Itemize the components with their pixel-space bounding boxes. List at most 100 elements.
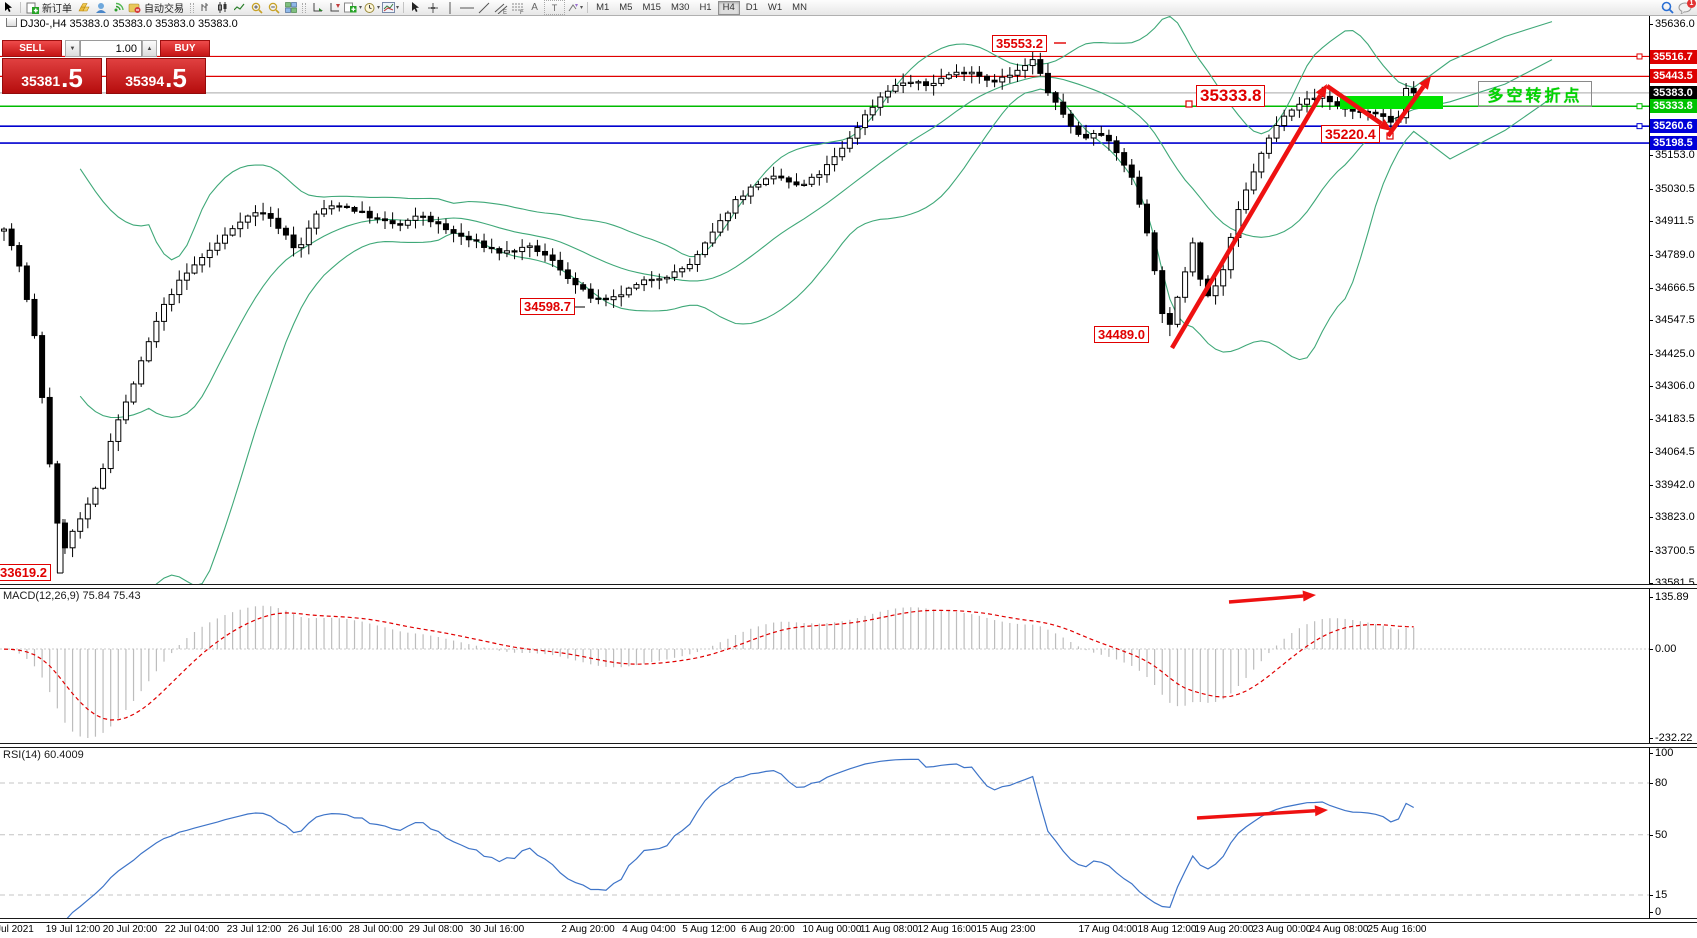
add-indicator-icon[interactable]: ▾ — [344, 1, 362, 14]
time-axis-label: 19 Jul 12:00 — [45, 924, 101, 935]
time-axis-label: 28 Jul 00:00 — [348, 924, 404, 935]
candle-chart-mode-icon[interactable] — [215, 1, 230, 14]
zoom-out-icon[interactable] — [266, 1, 281, 14]
price-axis-tick — [1649, 385, 1653, 387]
tile-windows-icon[interactable] — [283, 1, 298, 14]
rsi-axis-tick — [1649, 753, 1653, 754]
period-clock-icon[interactable]: ▾ — [364, 1, 380, 14]
horizontal-line-tool-icon[interactable] — [459, 1, 474, 14]
price-axis-label: 35030.5 — [1655, 182, 1695, 195]
pane-splitter-macd-rsi[interactable] — [0, 743, 1697, 748]
volume-increase-button[interactable]: ▲ — [142, 40, 157, 57]
shapes-tool-icon[interactable]: ▾ — [567, 1, 583, 14]
price-axis-tick — [1649, 517, 1653, 519]
time-axis-label: 10 Aug 00:00 — [802, 924, 862, 935]
line-chart-mode-icon[interactable] — [232, 1, 247, 14]
timeframe-button-d1[interactable]: D1 — [745, 2, 758, 13]
price-axis-label: 35636.0 — [1655, 18, 1695, 30]
macd-axis-label: 135.89 — [1655, 591, 1689, 603]
volume-decrease-button[interactable]: ▼ — [65, 40, 80, 57]
sell-price-display[interactable]: 35381.5 — [2, 58, 102, 94]
price-axis-tick — [1649, 419, 1653, 421]
gold-symbol-icon[interactable] — [76, 1, 91, 14]
price-axis-tick — [1649, 24, 1653, 25]
autotrading-icon[interactable] — [127, 1, 142, 14]
rsi-axis-tick — [1649, 912, 1653, 913]
turning-point-annotation[interactable]: 多空转折点 — [1478, 81, 1592, 107]
price-level-badge: 35260.6 — [1650, 119, 1697, 134]
price-level-badge: 35198.5 — [1650, 136, 1697, 150]
timeframe-button-mn[interactable]: MN — [792, 2, 807, 13]
volume-input[interactable] — [80, 40, 142, 57]
notifications-icon[interactable]: 1 — [1677, 0, 1696, 14]
time-axis-label: 4 Aug 04:00 — [622, 924, 676, 935]
rsi-axis-label: 80 — [1655, 777, 1668, 789]
fibonacci-tool-icon[interactable]: F — [510, 1, 525, 14]
timeframe-button-h4[interactable]: H4 — [717, 0, 740, 15]
timeframe-button-h1[interactable]: H1 — [699, 2, 712, 13]
text-tool-icon[interactable]: A — [531, 2, 538, 13]
cursor-pointer-icon[interactable] — [1, 1, 16, 14]
rsi-axis-tick — [1649, 895, 1653, 896]
community-icon[interactable] — [93, 1, 108, 14]
bar-chart-mode-icon[interactable] — [198, 1, 213, 14]
price-axis-tick — [1649, 287, 1653, 289]
time-axis-label: 23 Jul 12:00 — [226, 924, 282, 935]
timeframe-button-m5[interactable]: M5 — [619, 2, 633, 13]
zoom-in-icon[interactable] — [249, 1, 264, 14]
new-order-label[interactable]: 新订单 — [42, 4, 72, 15]
price-axis-label: 34666.5 — [1655, 281, 1695, 294]
price-callout[interactable]: 35220.4 — [1321, 125, 1380, 143]
price-axis-label: 33823.0 — [1655, 511, 1695, 524]
time-axis-label: 5 Aug 12:00 — [682, 924, 736, 935]
time-axis-label: 6 Aug 20:00 — [741, 924, 795, 935]
price-axis-tick — [1649, 254, 1653, 256]
search-icon[interactable] — [1660, 1, 1675, 14]
time-axis-label: 24 Aug 08:00 — [1309, 924, 1369, 935]
buy-price-display[interactable]: 35394.5 — [106, 58, 206, 94]
vertical-line-tool-icon[interactable] — [442, 1, 457, 14]
time-axis-label: 12 Aug 16:00 — [917, 924, 977, 935]
price-axis-label: 33942.0 — [1655, 478, 1695, 491]
timeframe-button-m15[interactable]: M15 — [642, 2, 661, 13]
price-axis-tick — [1649, 550, 1653, 552]
trendline-tool-icon[interactable] — [476, 1, 491, 14]
toolbar-grip — [302, 2, 306, 13]
price-callout[interactable]: 35333.8 — [1196, 85, 1266, 107]
arrange-left-icon[interactable] — [310, 1, 325, 14]
timeframe-button-m1[interactable]: M1 — [596, 2, 610, 13]
text-label-tool-icon[interactable]: T — [544, 0, 566, 15]
equidistant-channel-tool-icon[interactable]: E — [493, 1, 508, 14]
price-callout[interactable]: 33619.2 — [0, 564, 51, 581]
price-callout[interactable]: 34489.0 — [1094, 326, 1149, 343]
rsi-axis-label: 15 — [1655, 889, 1668, 901]
cursor-tool-icon[interactable] — [408, 1, 423, 14]
toolbar-separator — [403, 2, 405, 13]
time-axis-label: 16 Jul 2021 — [0, 924, 34, 935]
macd-axis-tick — [1649, 597, 1653, 598]
price-level-badge: 35516.7 — [1650, 49, 1697, 64]
price-axis-tick — [1649, 451, 1653, 453]
signal-icon[interactable] — [110, 1, 125, 14]
macd-axis-tick — [1649, 738, 1653, 739]
buy-button[interactable]: BUY — [160, 40, 210, 57]
crosshair-tool-icon[interactable] — [425, 1, 440, 14]
macd-axis-label: -232.22 — [1655, 732, 1693, 744]
price-level-badge: 35383.0 — [1650, 85, 1697, 100]
symbol-ohlc-line: DJ30-,H4 35383.0 35383.0 35383.0 35383.0 — [6, 18, 238, 30]
timeframe-button-w1[interactable]: W1 — [767, 2, 783, 13]
timeframe-button-m30[interactable]: M30 — [670, 2, 690, 13]
price-level-badge: 35333.8 — [1650, 99, 1697, 114]
autotrading-label[interactable]: 自动交易 — [144, 4, 184, 15]
price-callout[interactable]: 34598.7 — [520, 298, 575, 315]
new-order-icon[interactable] — [25, 1, 40, 14]
arrange-right-icon[interactable] — [327, 1, 342, 14]
pane-splitter-main-macd[interactable] — [0, 584, 1697, 589]
template-chart-icon[interactable]: ▾ — [382, 1, 399, 14]
price-axis-label: 33700.5 — [1655, 544, 1695, 557]
sell-button[interactable]: SELL — [2, 40, 62, 57]
price-callout[interactable]: 35553.2 — [992, 35, 1047, 52]
rsi-axis-tick — [1649, 835, 1653, 836]
